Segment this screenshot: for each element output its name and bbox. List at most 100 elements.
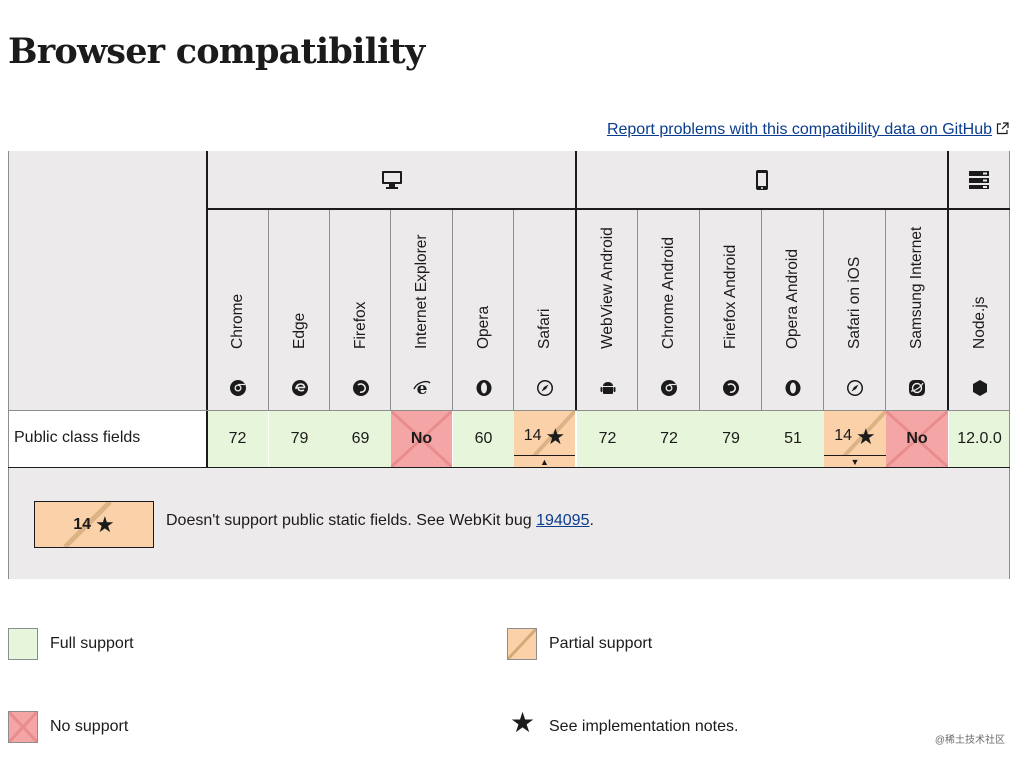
browser-label: Safari xyxy=(535,308,553,350)
note-text-before: Doesn't support public static fields. Se… xyxy=(166,512,537,529)
column-divider xyxy=(637,209,638,410)
note-version-badge: 14 ★ xyxy=(34,501,154,548)
support-version: No xyxy=(410,430,433,447)
browser-label: Opera Android xyxy=(784,249,801,349)
desktop-icon xyxy=(381,171,402,189)
platform-mobile xyxy=(576,151,948,209)
support-version: 14 xyxy=(834,427,853,444)
support-cell-chrome: 72 xyxy=(207,411,268,467)
column-divider xyxy=(452,209,453,410)
opera-icon xyxy=(785,380,801,396)
browser-header-opera-android: Opera Android xyxy=(761,209,824,410)
page-title: Browser compatibility xyxy=(8,31,425,72)
divider-label-col xyxy=(206,151,208,468)
column-divider xyxy=(823,209,824,410)
support-cell-opera-android: 51 xyxy=(762,411,824,467)
nodejs-icon xyxy=(972,380,987,396)
support-version: 51 xyxy=(784,430,802,447)
support-cell-firefox: 69 xyxy=(330,411,391,467)
platform-desktop xyxy=(207,151,576,209)
ie-icon: e xyxy=(412,379,430,397)
column-divider xyxy=(268,209,269,410)
legend-no-label: No support xyxy=(50,718,129,735)
browser-label: Firefox Android xyxy=(722,244,739,349)
support-version: 72 xyxy=(598,430,617,447)
support-version: 72 xyxy=(660,430,678,447)
notes-star-icon: ★ xyxy=(95,511,115,537)
support-version: 69 xyxy=(351,430,370,447)
browser-label: WebView Android xyxy=(598,227,616,349)
divider-mobile xyxy=(947,151,949,410)
browser-header-chrome-android: Chrome Android xyxy=(637,209,700,410)
browser-label: Internet Explorer xyxy=(412,234,430,349)
support-version: 72 xyxy=(228,430,247,447)
chrome-icon xyxy=(229,380,246,396)
table-border-right xyxy=(1009,151,1010,579)
legend-full-label: Full support xyxy=(50,635,134,652)
note-text-after: . xyxy=(589,512,594,529)
browser-label: Firefox xyxy=(351,301,369,349)
support-cell-node-js: 12.0.0 xyxy=(949,411,1010,467)
column-divider xyxy=(761,209,762,410)
browser-header-opera: Opera xyxy=(452,209,514,410)
browser-header-edge: Edge xyxy=(268,209,330,410)
legend-full-swatch xyxy=(8,628,38,660)
browser-header-safari-on-ios: Safari on iOS xyxy=(823,209,886,410)
legend-notes-label: See implementation notes. xyxy=(549,718,739,735)
notes-panel xyxy=(8,468,1010,579)
browser-header-chrome: Chrome xyxy=(207,209,268,409)
note-version: 14 xyxy=(73,515,92,533)
partial-stripe xyxy=(63,502,112,547)
android-icon xyxy=(600,382,615,394)
divider-row xyxy=(8,467,1010,468)
support-cell-safari[interactable]: 14 ★ ▲ xyxy=(514,411,575,467)
browser-label: Samsung Internet xyxy=(908,226,925,349)
expand-toggle-icon[interactable]: ▼ xyxy=(824,455,886,467)
feature-name: Public class fields xyxy=(14,429,141,446)
mobile-icon xyxy=(756,170,768,190)
no-support-cross xyxy=(391,411,452,467)
edge-icon xyxy=(291,380,308,396)
browser-header-samsung-internet: Samsung Internet xyxy=(885,209,948,410)
external-link-icon xyxy=(996,122,1009,135)
support-version: 79 xyxy=(722,430,740,447)
support-version: No xyxy=(906,430,928,447)
chrome-icon xyxy=(661,380,677,396)
watermark: @稀土技术社区 xyxy=(934,735,1005,746)
divider-header xyxy=(8,410,1010,411)
column-divider xyxy=(885,209,886,410)
firefox-icon xyxy=(723,380,739,396)
support-version: 60 xyxy=(474,430,493,447)
browser-header-firefox-android: Firefox Android xyxy=(699,209,762,410)
notes-star-icon: ★ xyxy=(545,424,566,449)
browser-header-firefox: Firefox xyxy=(329,209,391,410)
column-divider xyxy=(699,209,700,410)
support-cell-safari-on-ios[interactable]: 14 ★ ▼ xyxy=(824,411,886,467)
table-header xyxy=(8,151,1010,410)
column-divider xyxy=(390,209,391,410)
browser-header-internet-explorer: Internet Explorer e xyxy=(390,209,452,410)
browser-header-node-js: Node.js xyxy=(948,209,1010,410)
browser-label: Safari on iOS xyxy=(846,256,863,349)
legend-no-swatch xyxy=(8,711,38,743)
svg-text:e: e xyxy=(416,379,427,397)
collapse-toggle-icon[interactable]: ▲ xyxy=(514,455,575,467)
support-cell-samsung-internet: No xyxy=(886,411,948,467)
legend-partial-label: Partial support xyxy=(549,635,653,652)
browser-header-safari: Safari xyxy=(513,209,575,410)
browser-label: Opera xyxy=(474,305,492,349)
support-version: 12.0.0 xyxy=(957,430,1002,447)
column-divider xyxy=(329,209,330,410)
samsung-icon xyxy=(909,380,925,396)
platform-server xyxy=(948,151,1010,209)
divider-desktop xyxy=(575,151,577,410)
safari-icon xyxy=(847,380,863,396)
browser-header-webview-android: WebView Android xyxy=(576,209,638,410)
webkit-bug-link[interactable]: 194095 xyxy=(536,512,590,529)
firefox-icon xyxy=(352,380,369,396)
report-problems-link[interactable]: Report problems with this compatibility … xyxy=(606,121,992,138)
notes-star-icon: ★ xyxy=(510,707,536,738)
support-cell-edge: 79 xyxy=(269,411,330,467)
support-cell-firefox-android: 79 xyxy=(700,411,762,467)
notes-star-icon: ★ xyxy=(856,424,876,449)
